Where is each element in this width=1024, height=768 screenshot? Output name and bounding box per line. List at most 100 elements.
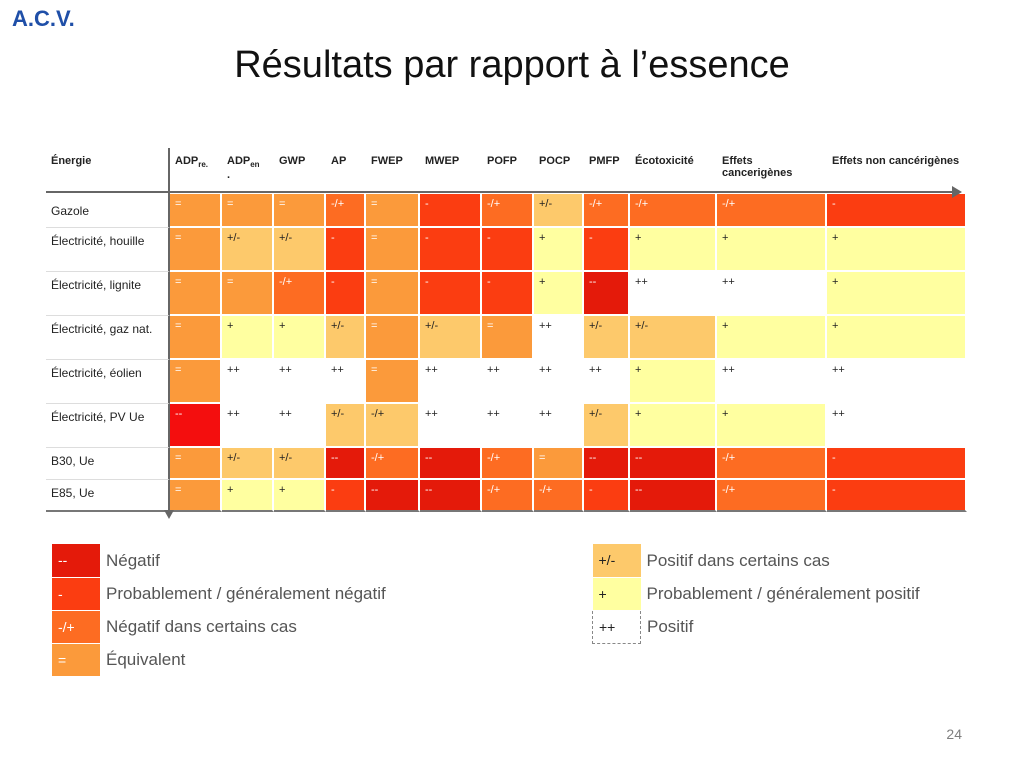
table-row: Électricité, gaz nat. = + + +/- = +/- = ++ +/- +/-…	[46, 316, 967, 360]
row-label: B30, Ue	[46, 448, 170, 480]
table-cell: =	[170, 272, 222, 316]
table-cell: ++	[482, 360, 534, 404]
column-header-label: Effets cancerigènes	[722, 155, 793, 179]
table-cell: +/-	[326, 316, 366, 360]
table-cell: -	[326, 272, 366, 316]
table-cell: =	[274, 194, 326, 228]
table-cell: --	[584, 272, 630, 316]
table-row: E85, Ue = + + - -- -- -/+ -/+ - -- -/+ -	[46, 480, 967, 512]
table-cell: +	[274, 480, 326, 512]
legend-item: +/- Positif dans certains cas	[592, 544, 927, 578]
column-header-label: FWEP	[371, 155, 403, 167]
horizontal-axis-arrow	[952, 186, 962, 198]
table-cell: -	[827, 480, 967, 512]
table-cell: =	[170, 194, 222, 228]
table-cell: +	[534, 272, 584, 316]
legend-swatch: =	[52, 643, 100, 677]
table-cell: +/-	[274, 228, 326, 272]
column-header-label: Effets non cancérigènes	[832, 155, 960, 167]
table-cell: +/-	[274, 448, 326, 480]
table-cell: ++	[326, 360, 366, 404]
table-cell: =	[170, 316, 222, 360]
column-header: FWEP	[366, 148, 420, 194]
table-cell: =	[366, 316, 420, 360]
table-row: Électricité, PV Ue -- ++ ++ +/- -/+ ++ ++ ++ +/- +…	[46, 404, 967, 448]
table-row: Électricité, éolien = ++ ++ ++ = ++ ++ ++ ++ + ++ ++	[46, 360, 967, 404]
table-cell: +	[222, 480, 274, 512]
table-cell: -/+	[482, 448, 534, 480]
table-cell: -	[827, 448, 967, 480]
column-header-label: ADP	[227, 155, 251, 167]
table-row: Électricité, houille = +/- +/- - = - - + - + + +	[46, 228, 967, 272]
table-cell: +	[827, 228, 967, 272]
table-cell: --	[326, 448, 366, 480]
table-cell: --	[630, 448, 717, 480]
table-cell: -	[420, 272, 482, 316]
row-label: Gazole	[46, 194, 170, 228]
table-cell: -	[584, 480, 630, 512]
column-header-label: GWP	[279, 155, 306, 167]
table-cell: +	[827, 316, 967, 360]
table-cell: ++	[534, 360, 584, 404]
column-header: Écotoxicité	[630, 148, 717, 194]
row-label: Électricité, éolien	[46, 360, 170, 404]
table-cell: -/+	[274, 272, 326, 316]
legend-swatch: +/-	[592, 544, 641, 578]
table-cell: =	[170, 360, 222, 404]
row-label: E85, Ue	[46, 480, 170, 512]
row-label: Électricité, PV Ue	[46, 404, 170, 448]
legend-item: + Probablement / généralement positif	[592, 577, 927, 611]
column-header-subscript: en	[250, 160, 260, 170]
column-header: Effets non cancérigènes	[827, 148, 967, 194]
page-number: 24	[946, 726, 962, 742]
table-cell: -/+	[630, 194, 717, 228]
column-header-label: POCP	[539, 155, 571, 167]
legend-label: Négatif dans certains cas	[106, 616, 297, 636]
table-cell: +	[274, 316, 326, 360]
table-cell: +	[630, 404, 717, 448]
legend-label: Négatif	[106, 550, 160, 570]
table-header-row: Énergie ADPre. ADPen. GWP AP FWEP MWEP POFP POC…	[46, 148, 967, 194]
column-header-label: PMFP	[589, 155, 620, 167]
table-cell: =	[366, 228, 420, 272]
table-cell: +/-	[326, 404, 366, 448]
table-cell: ++	[482, 404, 534, 448]
table-cell: --	[420, 480, 482, 512]
legend-label: Probablement / généralement positif	[646, 583, 920, 603]
table-cell: =	[170, 480, 222, 512]
table-cell: +	[630, 360, 717, 404]
row-header-energie: Énergie	[46, 148, 170, 194]
table-cell: =	[366, 194, 420, 228]
column-header-label: ADP	[175, 155, 199, 167]
table-cell: -	[420, 228, 482, 272]
legend-label: Équivalent	[106, 649, 186, 669]
table-row: Gazole = = = -/+ = - -/+ +/- -/+ -/+ -/+ -	[46, 194, 967, 228]
table-cell: ++	[534, 316, 584, 360]
legend-swatch: +	[592, 577, 641, 611]
table-cell: -	[326, 480, 366, 512]
column-header: ADPen.	[222, 148, 274, 194]
table-cell: =	[366, 360, 420, 404]
legend-negative: -- Négatif - Probablement / généralement né…	[52, 544, 392, 677]
legend-item: -- Négatif	[52, 544, 392, 578]
table-cell: +/-	[584, 404, 630, 448]
legend-item: ++ Positif	[592, 609, 927, 644]
vertical-axis-arrow	[164, 510, 174, 519]
column-header-subscript: re.	[198, 160, 209, 170]
table-cell: ++	[420, 360, 482, 404]
legend-swatch: ++	[592, 609, 641, 644]
table-cell: -/+	[366, 448, 420, 480]
table-cell: +	[630, 228, 717, 272]
table-cell: --	[366, 480, 420, 512]
legend-item: = Équivalent	[52, 643, 392, 677]
table-cell: +/-	[630, 316, 717, 360]
legend-swatch: -	[52, 577, 100, 611]
table-cell: +/-	[420, 316, 482, 360]
table-cell: --	[170, 404, 222, 448]
column-header-label: POFP	[487, 155, 517, 167]
table-cell: -/+	[717, 194, 827, 228]
legend-label: Positif dans certains cas	[646, 550, 830, 570]
table-cell: -	[420, 194, 482, 228]
table-cell: +	[717, 228, 827, 272]
table-cell: ++	[274, 404, 326, 448]
